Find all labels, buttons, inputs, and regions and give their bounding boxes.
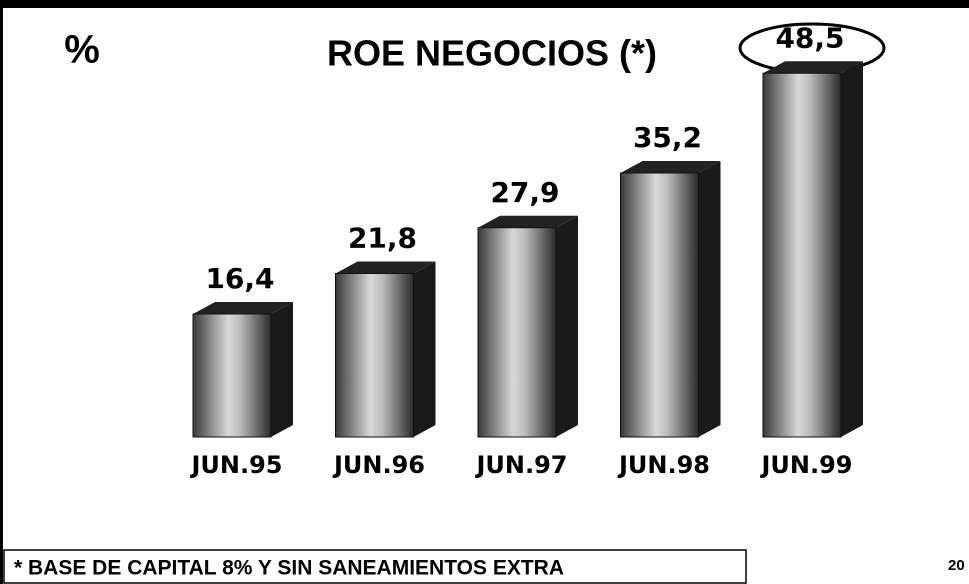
page-number: 20 bbox=[948, 557, 965, 574]
bar-side bbox=[413, 261, 436, 437]
unit-label: % bbox=[64, 28, 100, 72]
value-label: 48,5 bbox=[775, 21, 844, 54]
footnote: * BASE DE CAPITAL 8% Y SIN SANEAMIENTOS … bbox=[14, 557, 564, 580]
left-border bbox=[0, 0, 3, 584]
bar-side bbox=[556, 215, 578, 437]
bar bbox=[477, 227, 557, 438]
bar bbox=[192, 313, 272, 438]
x-tick-label: JUN.97 bbox=[474, 451, 567, 479]
bar-side bbox=[271, 302, 293, 437]
bar-top bbox=[478, 215, 578, 228]
bar-top bbox=[193, 302, 293, 314]
bar-top bbox=[763, 61, 863, 74]
bar-top bbox=[335, 261, 436, 274]
footnote-box bbox=[3, 549, 747, 584]
bar bbox=[620, 172, 699, 438]
top-border bbox=[0, 0, 969, 8]
x-tick-label: JUN.96 bbox=[332, 451, 425, 479]
bar-top bbox=[620, 161, 721, 173]
value-label: 35,2 bbox=[633, 121, 702, 154]
value-label: 16,4 bbox=[205, 262, 274, 295]
bar-side bbox=[841, 61, 863, 437]
bar bbox=[762, 72, 842, 438]
x-tick-label: JUN.99 bbox=[759, 451, 852, 479]
x-tick-label: JUN.95 bbox=[189, 451, 282, 479]
value-label: 21,8 bbox=[348, 222, 417, 255]
chart-title: ROE NEGOCIOS (*) bbox=[327, 33, 657, 74]
x-tick-label: JUN.98 bbox=[617, 451, 710, 479]
bar-side bbox=[698, 161, 721, 437]
bar bbox=[335, 273, 414, 438]
value-label: 27,9 bbox=[490, 176, 559, 209]
